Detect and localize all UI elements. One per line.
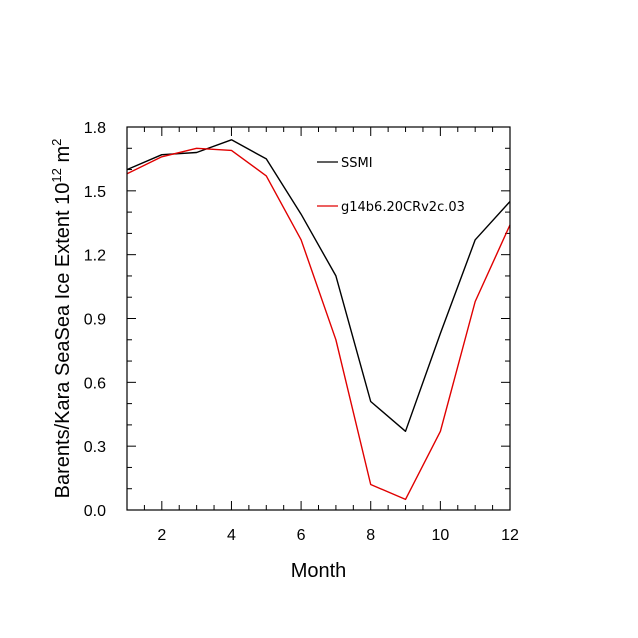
y-axis-title-unit: m (52, 146, 74, 168)
legend-label-ssmi: SSMI (341, 156, 373, 171)
y-tick-label: 1.5 (84, 184, 106, 201)
y-tick-label: 0.6 (84, 375, 106, 392)
x-tick-label: 8 (366, 527, 375, 544)
x-tick-label: 10 (431, 527, 449, 544)
x-tick-label: 4 (227, 527, 236, 544)
legend: SSMI g14b6.20CRv2c.03 (317, 156, 465, 215)
x-axis-title: Month (291, 560, 347, 582)
y-tick-label: 1.2 (84, 248, 106, 265)
y-axis-title: Barents/Kara SeaSea Ice Extent 1012 m2 (49, 139, 74, 499)
minor-ticks (126, 127, 510, 510)
x-tick-label: 2 (157, 527, 166, 544)
tick-labels: 2 4 6 8 10 12 0.0 0.3 0.6 0.9 1.2 1.5 1.8 (84, 120, 519, 544)
y-tick-label: 1.8 (84, 120, 106, 137)
major-ticks (127, 126, 511, 511)
legend-label-model: g14b6.20CRv2c.03 (341, 200, 465, 215)
y-axis-title-main: Barents/Kara SeaSea Ice Extent 10 (52, 183, 74, 499)
y-axis-title-unit-exp: 2 (49, 139, 64, 146)
plot-frame (126, 126, 511, 511)
series-layer (126, 139, 511, 501)
y-tick-label: 0.0 (84, 503, 106, 520)
y-tick-label: 0.3 (84, 439, 106, 456)
x-tick-label: 6 (297, 527, 306, 544)
series-line-ssmi (126, 139, 511, 432)
y-tick-label: 0.9 (84, 312, 106, 329)
x-tick-label: 12 (501, 527, 519, 544)
y-axis-title-exp: 12 (49, 168, 64, 182)
series-line-model (126, 147, 511, 501)
